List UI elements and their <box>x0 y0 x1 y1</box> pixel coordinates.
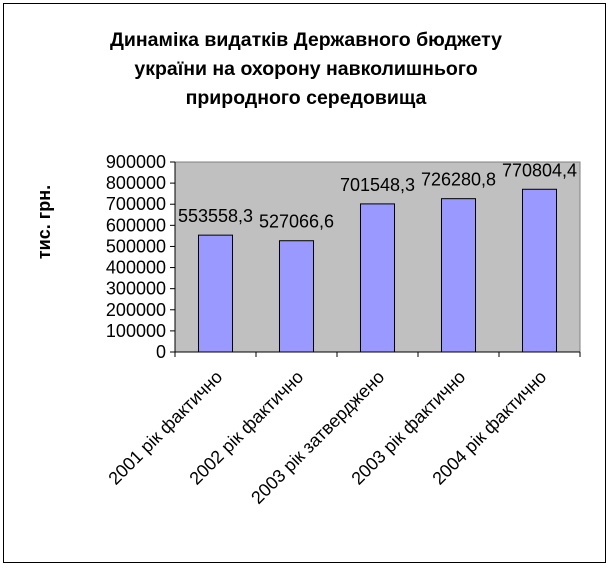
bar <box>440 198 477 353</box>
data-label: 701548,3 <box>340 175 415 195</box>
y-tick-label: 500000 <box>106 236 166 256</box>
y-axis-label: тис. грн. <box>34 185 54 259</box>
y-tick-label: 300000 <box>106 279 166 299</box>
y-tick-label: 0 <box>156 342 166 362</box>
y-tick-label: 600000 <box>106 215 166 235</box>
chart-title: Динаміка видатків Державного бюджету укр… <box>0 26 612 113</box>
chart-title-line-3: природного середовища <box>185 87 427 109</box>
data-label: 553558,3 <box>178 206 253 226</box>
y-tick-label: 100000 <box>106 321 166 341</box>
bar <box>278 240 315 353</box>
data-labels: 553558,3 527066,6 701548,3 726280,8 770804,4 <box>178 160 577 231</box>
bar <box>521 188 558 353</box>
y-ticks: 0100000200000300000400000500000600000700… <box>106 152 175 362</box>
data-label: 726280,8 <box>421 170 496 190</box>
bar <box>359 203 396 353</box>
y-tick-label: 700000 <box>106 194 166 214</box>
y-tick-label: 800000 <box>106 173 166 193</box>
data-label: 770804,4 <box>502 160 577 180</box>
data-label: 527066,6 <box>259 212 334 232</box>
chart-title-line-2: україни на охорону навколишнього <box>134 58 478 80</box>
bar <box>197 234 234 353</box>
x-tick-label: 2003 рік затверджено <box>247 367 388 508</box>
y-tick-label: 400000 <box>106 258 166 278</box>
y-tick-label: 900000 <box>106 152 166 172</box>
bars <box>197 188 558 353</box>
chart-title-line-1: Динаміка видатків Державного бюджету <box>110 29 502 51</box>
y-tick-label: 200000 <box>106 300 166 320</box>
